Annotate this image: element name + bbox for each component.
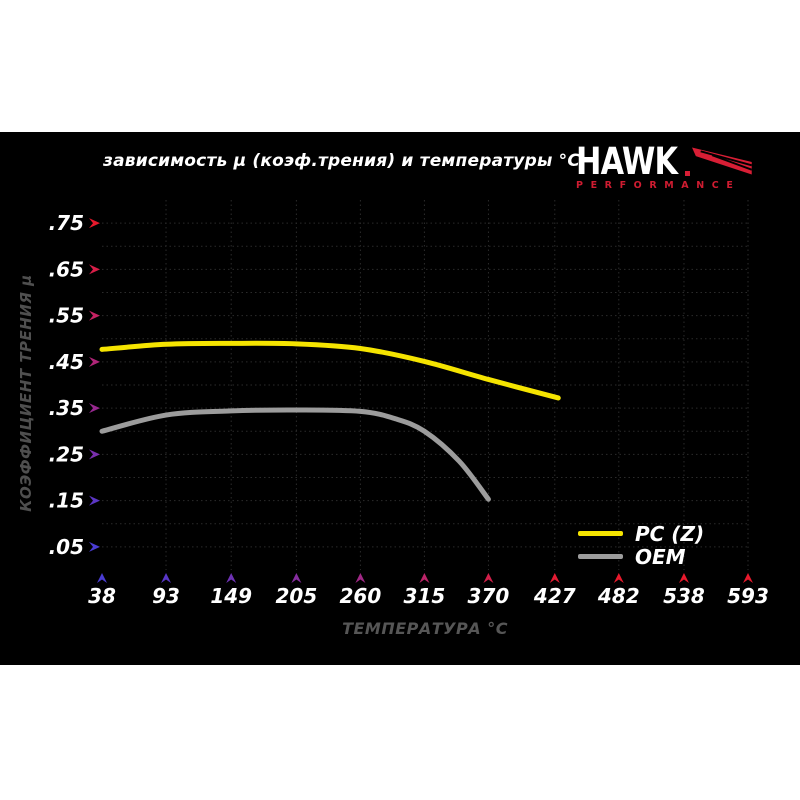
y-tick-label: .65 (49, 257, 84, 281)
y-tick-label: .45 (49, 350, 84, 374)
hawk-logo: HAWK PERFORMANCE (576, 140, 752, 191)
chart-title: зависимость μ (коэф.трения) и температур… (103, 151, 581, 171)
x-axis-title: ТЕМПЕРАТУРА °C (342, 619, 508, 638)
series-line-pcz (99, 340, 561, 401)
legend-row-pcz: PC (Z) (578, 521, 705, 546)
x-tick-arrow-icon (97, 573, 107, 583)
x-tick-label: 370 (468, 584, 510, 608)
x-tick-label: 149 (210, 584, 252, 608)
hawk-wing-icon (692, 147, 752, 175)
y-tick-arrow-icon (89, 403, 100, 414)
x-tick-arrow-icon (226, 573, 237, 583)
y-tick-arrow-icon (89, 495, 100, 506)
x-tick-label: 205 (276, 584, 318, 608)
x-tick-arrow-icon (419, 573, 430, 583)
x-tick-arrow-icon (355, 573, 366, 583)
x-tick-label: 93 (152, 584, 180, 608)
x-tick-label: 260 (340, 584, 382, 608)
x-tick-label: 38 (88, 584, 116, 608)
x-tick-arrow-icon (678, 573, 689, 583)
y-tick-arrow-icon (89, 218, 100, 229)
x-tick-arrow-icon (483, 573, 494, 583)
hawk-brand-text: HAWK (576, 140, 678, 183)
legend-swatch-oem (578, 554, 623, 559)
legend: PC (Z) OEM (578, 521, 705, 569)
series-line-oem (99, 407, 491, 502)
x-tick-arrow-icon (743, 573, 753, 583)
hawk-trademark-dot-icon (685, 171, 691, 176)
y-tick-label: .25 (49, 442, 84, 466)
y-tick-arrow-icon (89, 356, 100, 367)
y-tick-arrow-icon (89, 264, 100, 275)
x-tick-label: 315 (404, 584, 446, 608)
y-tick-label: .55 (49, 304, 84, 328)
plot-svg: .75 .65 .55 .45 .35 .25 .15 .05 38 93 149 205 260 315… (49, 200, 769, 608)
y-tick-label: .35 (49, 396, 84, 420)
legend-label-pcz: PC (Z) (635, 521, 705, 546)
x-tick-arrow-icon (161, 573, 172, 583)
y-tick-arrow-icon (89, 310, 100, 321)
x-tick-label: 482 (597, 584, 640, 608)
chart-panel: зависимость μ (коэф.трения) и температур… (0, 132, 800, 665)
hawk-performance-text: PERFORMANCE (576, 180, 741, 191)
hawk-logo-top: HAWK (576, 140, 752, 183)
y-tick-arrow-icon (89, 449, 100, 460)
x-tick-label: 593 (727, 584, 769, 608)
x-tick-arrow-icon (549, 573, 560, 583)
x-tick-label: 427 (533, 584, 576, 608)
legend-label-oem: OEM (635, 544, 686, 569)
x-tick-arrow-icon (291, 573, 302, 583)
legend-swatch-pcz (578, 531, 623, 536)
x-tick-label: 538 (663, 584, 705, 608)
x-tick-arrow-icon (613, 573, 624, 583)
y-tick-label: .15 (49, 489, 84, 513)
y-tick-label: .05 (49, 535, 84, 559)
y-axis-title: КОЭФФИЦИЕНТ ТРЕНИЯ μ (17, 274, 35, 512)
legend-row-oem: OEM (578, 544, 704, 569)
y-tick-label: .75 (49, 211, 84, 235)
y-tick-arrow-icon (89, 541, 100, 552)
